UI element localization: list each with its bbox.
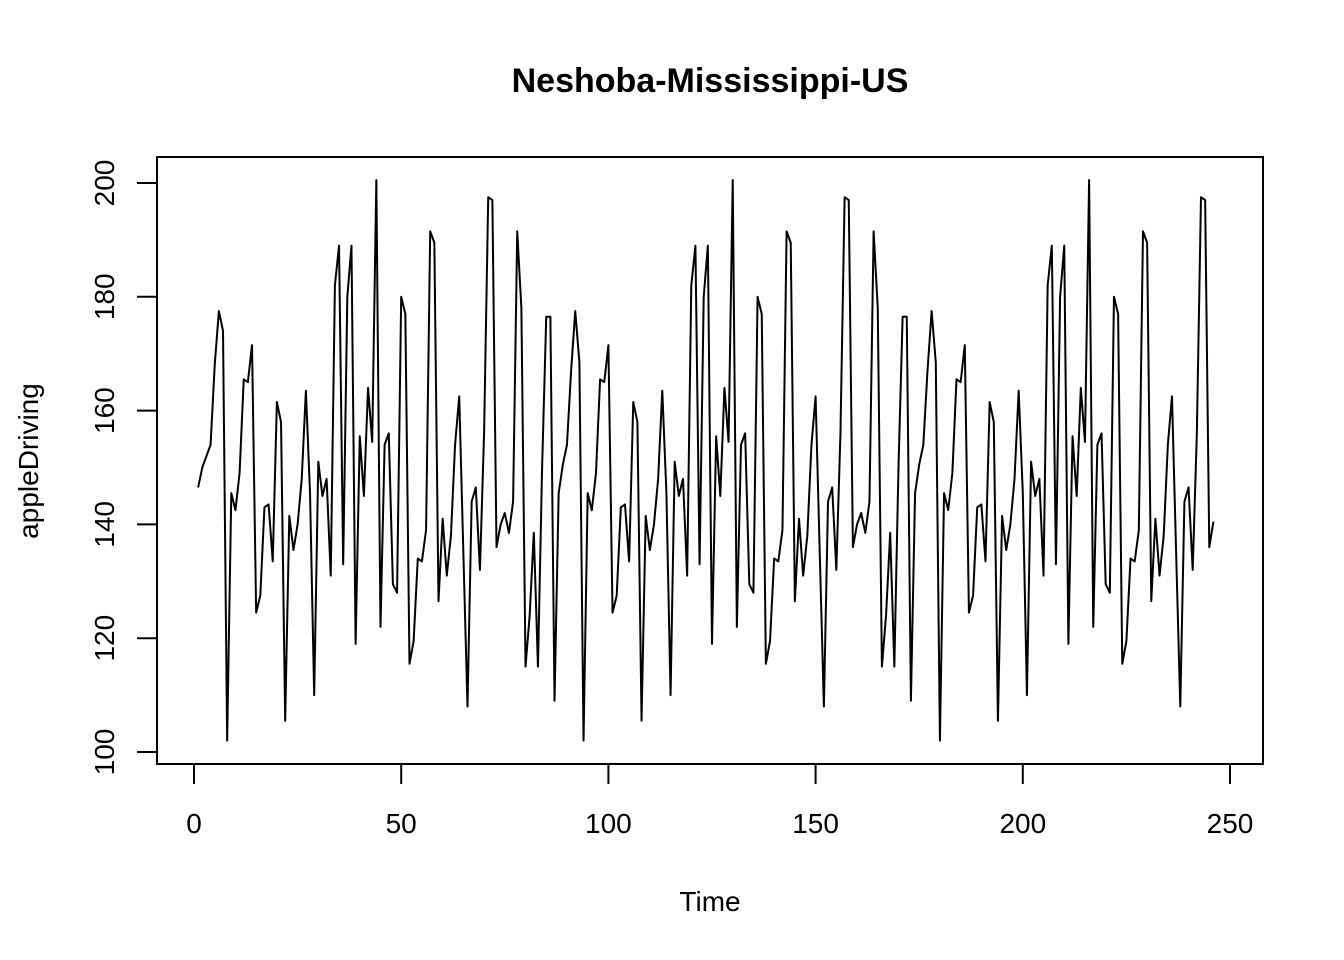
x-tick-label: 200: [999, 808, 1046, 839]
x-tick-label: 0: [186, 808, 202, 839]
x-axis-label: Time: [679, 886, 740, 917]
x-tick-label: 150: [792, 808, 839, 839]
series-line: [197, 179, 1215, 742]
chart-title: Neshoba-Mississippi-US: [512, 62, 909, 100]
series-layer: [197, 179, 1215, 742]
x-tick-label: 250: [1207, 808, 1254, 839]
y-tick-label: 140: [89, 501, 120, 548]
x-tick-label: 100: [585, 808, 632, 839]
y-tick-label: 160: [89, 387, 120, 434]
x-tick-label: 50: [386, 808, 417, 839]
y-tick-label: 120: [89, 615, 120, 662]
y-tick-label: 180: [89, 273, 120, 320]
y-tick-label: 200: [89, 160, 120, 207]
x-axis: 0 50 100 150 200 250: [186, 763, 1254, 839]
y-axis-label: appleDriving: [13, 383, 44, 539]
y-axis: 100 120 140 160 180 200: [89, 160, 158, 776]
y-tick-label: 100: [89, 729, 120, 776]
